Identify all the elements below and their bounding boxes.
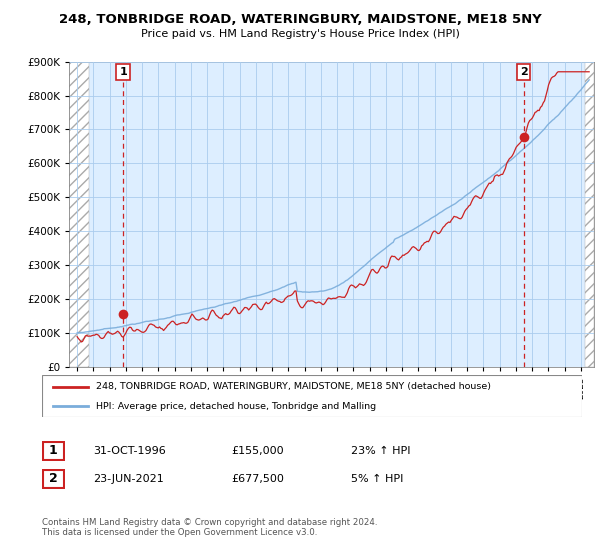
Text: 248, TONBRIDGE ROAD, WATERINGBURY, MAIDSTONE, ME18 5NY (detached house): 248, TONBRIDGE ROAD, WATERINGBURY, MAIDS… — [96, 382, 491, 391]
Text: 23% ↑ HPI: 23% ↑ HPI — [351, 446, 410, 456]
Bar — [585, 62, 594, 367]
Text: 2: 2 — [49, 472, 58, 486]
Text: Contains HM Land Registry data © Crown copyright and database right 2024.
This d: Contains HM Land Registry data © Crown c… — [42, 518, 377, 538]
Bar — [69, 62, 89, 367]
Text: 2: 2 — [520, 67, 527, 77]
Text: £677,500: £677,500 — [231, 474, 284, 484]
Text: 1: 1 — [49, 444, 58, 458]
Text: Price paid vs. HM Land Registry's House Price Index (HPI): Price paid vs. HM Land Registry's House … — [140, 29, 460, 39]
Text: 31-OCT-1996: 31-OCT-1996 — [93, 446, 166, 456]
Text: 5% ↑ HPI: 5% ↑ HPI — [351, 474, 403, 484]
Text: HPI: Average price, detached house, Tonbridge and Malling: HPI: Average price, detached house, Tonb… — [96, 402, 376, 411]
Text: 23-JUN-2021: 23-JUN-2021 — [93, 474, 164, 484]
Text: 1: 1 — [119, 67, 127, 77]
Text: £155,000: £155,000 — [231, 446, 284, 456]
Text: 248, TONBRIDGE ROAD, WATERINGBURY, MAIDSTONE, ME18 5NY: 248, TONBRIDGE ROAD, WATERINGBURY, MAIDS… — [59, 13, 541, 26]
